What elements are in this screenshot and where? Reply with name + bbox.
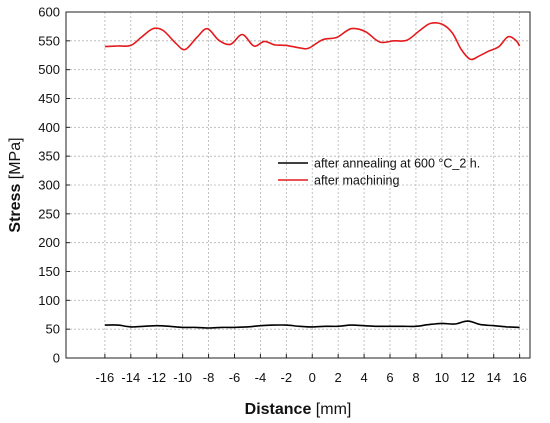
y-tick-label: 0 bbox=[53, 351, 60, 366]
x-axis-title-unit: [mm] bbox=[311, 401, 351, 418]
y-axis-title: Stress [MPa] bbox=[7, 137, 24, 232]
x-tick-label: 0 bbox=[309, 370, 316, 385]
x-tick-label: 14 bbox=[486, 370, 500, 385]
legend-label-machining: after machining bbox=[314, 174, 400, 188]
y-tick-label: 600 bbox=[38, 5, 60, 20]
x-tick-label: -10 bbox=[173, 370, 192, 385]
y-tick-label: 400 bbox=[38, 120, 60, 135]
x-tick-label: -6 bbox=[229, 370, 241, 385]
x-tick-label: 12 bbox=[461, 370, 475, 385]
y-tick-label: 100 bbox=[38, 293, 60, 308]
x-tick-label: -2 bbox=[281, 370, 293, 385]
series-line-annealing bbox=[104, 320, 520, 329]
y-tick-label: 150 bbox=[38, 264, 60, 279]
y-tick-label: 250 bbox=[38, 206, 60, 221]
x-tick-label: 8 bbox=[412, 370, 419, 385]
y-tick-label: 350 bbox=[38, 149, 60, 164]
x-tick-label: 6 bbox=[386, 370, 393, 385]
y-tick-label: 500 bbox=[38, 62, 60, 77]
x-axis-title-bold: Distance bbox=[245, 401, 312, 418]
y-tick-label: 300 bbox=[38, 178, 60, 193]
x-tick-label: 2 bbox=[335, 370, 342, 385]
y-axis-title-bold: Stress bbox=[7, 184, 24, 233]
x-tick-label: -16 bbox=[95, 370, 114, 385]
series-line-machining bbox=[104, 22, 521, 61]
y-axis-title-unit: [MPa] bbox=[7, 137, 24, 183]
x-tick-label: -12 bbox=[147, 370, 166, 385]
y-tick-label: 200 bbox=[38, 235, 60, 250]
grid-layer bbox=[66, 12, 530, 358]
x-axis-title: Distance [mm] bbox=[245, 401, 352, 418]
legend-label-annealing: after annealing at 600 °C_2 h. bbox=[314, 157, 480, 171]
y-tick-label: 550 bbox=[38, 33, 60, 48]
x-tick-label: -14 bbox=[121, 370, 140, 385]
x-tick-label: 16 bbox=[512, 370, 526, 385]
x-tick-label: 4 bbox=[360, 370, 367, 385]
legend: after annealing at 600 °C_2 h. after mac… bbox=[278, 157, 480, 188]
x-tick-label: -4 bbox=[255, 370, 267, 385]
y-tick-label: 450 bbox=[38, 91, 60, 106]
series-layer bbox=[104, 22, 521, 329]
y-tick-label: 50 bbox=[46, 322, 60, 337]
x-tick-label: -8 bbox=[203, 370, 215, 385]
x-tick-label: 10 bbox=[435, 370, 449, 385]
tick-layer: 050100150200250300350400450500550600-16-… bbox=[38, 5, 527, 386]
